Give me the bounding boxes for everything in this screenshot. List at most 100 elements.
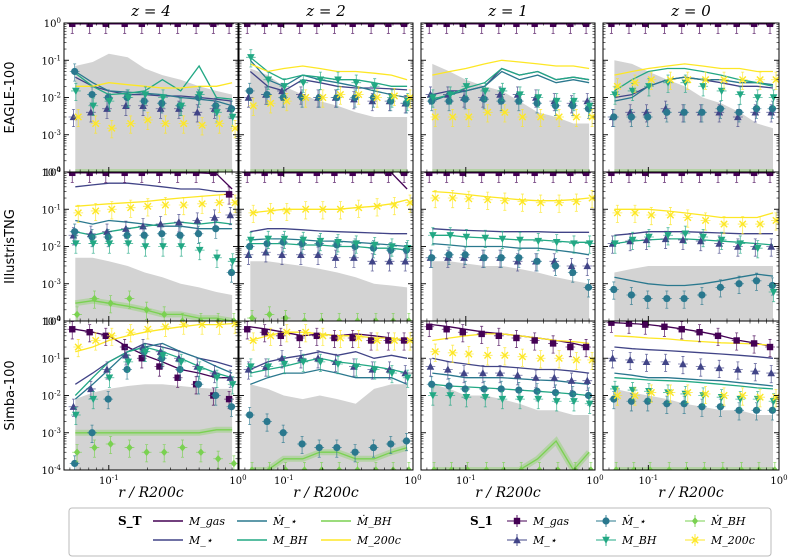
uncertainty-band	[250, 261, 408, 321]
total-index-line	[432, 242, 590, 256]
y-tick-label: 10-4	[41, 315, 61, 328]
data-point	[701, 466, 708, 470]
data-point	[244, 250, 253, 258]
data-point	[483, 323, 489, 331]
data-point	[244, 93, 253, 101]
total-index-line	[249, 56, 408, 87]
total-index-line	[614, 273, 774, 287]
y-tick-label: 100	[44, 166, 61, 179]
data-point	[663, 294, 671, 303]
data-point	[373, 336, 381, 345]
data-point	[297, 250, 305, 258]
data-point	[716, 105, 725, 113]
data-point	[459, 172, 467, 177]
data-point	[446, 232, 455, 240]
data-point	[518, 353, 527, 361]
data-point	[144, 202, 152, 210]
data-point	[483, 108, 492, 117]
uncertainty-band	[75, 257, 233, 321]
data-point	[331, 253, 340, 261]
data-point	[352, 240, 361, 248]
data-point	[448, 113, 457, 121]
data-point	[143, 448, 150, 457]
data-point	[751, 367, 760, 375]
y-tick-label: 10-2	[41, 390, 61, 403]
error-bar	[737, 216, 748, 235]
data-point	[87, 384, 95, 393]
data-point	[480, 385, 488, 393]
error-bar	[770, 325, 780, 327]
data-point	[158, 230, 166, 238]
data-point	[402, 437, 411, 445]
data-point	[552, 398, 561, 406]
data-point	[193, 108, 202, 116]
total-index-line	[75, 221, 233, 236]
data-point	[69, 402, 78, 410]
legend-marker	[691, 536, 699, 544]
data-point	[536, 354, 545, 362]
data-point	[385, 337, 392, 344]
data-point	[465, 113, 473, 121]
legend-label: Ṁ_⋆	[621, 514, 646, 528]
data-point	[714, 23, 722, 28]
data-point	[701, 76, 710, 84]
data-point	[714, 332, 722, 340]
data-point	[715, 363, 724, 372]
data-point	[228, 381, 237, 389]
data-point	[699, 233, 707, 241]
data-point	[549, 340, 557, 347]
total-index-line	[432, 383, 590, 397]
data-point	[513, 371, 522, 379]
data-point	[88, 429, 96, 437]
data-point	[661, 323, 668, 330]
total-index-line	[74, 64, 233, 100]
data-point	[753, 94, 762, 102]
data-point	[108, 124, 116, 132]
data-point	[102, 172, 110, 177]
data-point	[143, 305, 150, 314]
data-point	[301, 466, 308, 470]
total-index-line	[250, 368, 408, 385]
legend-marker	[513, 536, 521, 544]
data-point	[296, 172, 303, 177]
data-point	[210, 23, 217, 28]
total-index-line	[614, 231, 773, 236]
y-tick-label: 10-1	[41, 54, 61, 67]
legend-box	[68, 507, 772, 557]
total-index-line	[614, 63, 773, 76]
data-point	[515, 254, 523, 262]
x-axis-label: r / R200c	[475, 485, 541, 501]
x-tick-label: 100	[229, 474, 246, 487]
data-point	[244, 365, 253, 373]
data-point	[736, 91, 745, 99]
total-index-line	[250, 63, 408, 81]
data-point	[756, 220, 764, 228]
data-point	[231, 124, 238, 132]
data-point	[611, 240, 619, 248]
data-point	[608, 172, 615, 177]
data-point	[426, 362, 435, 370]
data-point	[647, 76, 656, 84]
total-index-line	[614, 76, 774, 102]
data-point	[247, 236, 255, 244]
data-point	[104, 395, 112, 403]
data-point	[195, 246, 204, 255]
data-point	[336, 205, 345, 213]
data-point	[588, 194, 595, 202]
data-point	[567, 376, 576, 384]
data-point	[569, 102, 577, 110]
x-tick-label: 10-1	[99, 474, 119, 487]
data-point	[390, 201, 399, 209]
y-tick-label: 100	[44, 17, 61, 30]
panels: 10-410-310-210-110010-410-310-210-110010…	[41, 17, 787, 487]
data-point	[752, 406, 761, 414]
data-point	[108, 205, 116, 213]
data-point	[478, 330, 485, 338]
data-point	[227, 268, 236, 277]
data-point	[141, 243, 150, 251]
data-point	[334, 76, 342, 84]
column-title: z = 1	[487, 2, 528, 20]
data-point	[266, 310, 273, 319]
legend-label: M_gas	[532, 515, 569, 528]
row-labels: EAGLE-100 IllustrisTNG Simba-100	[3, 62, 18, 431]
